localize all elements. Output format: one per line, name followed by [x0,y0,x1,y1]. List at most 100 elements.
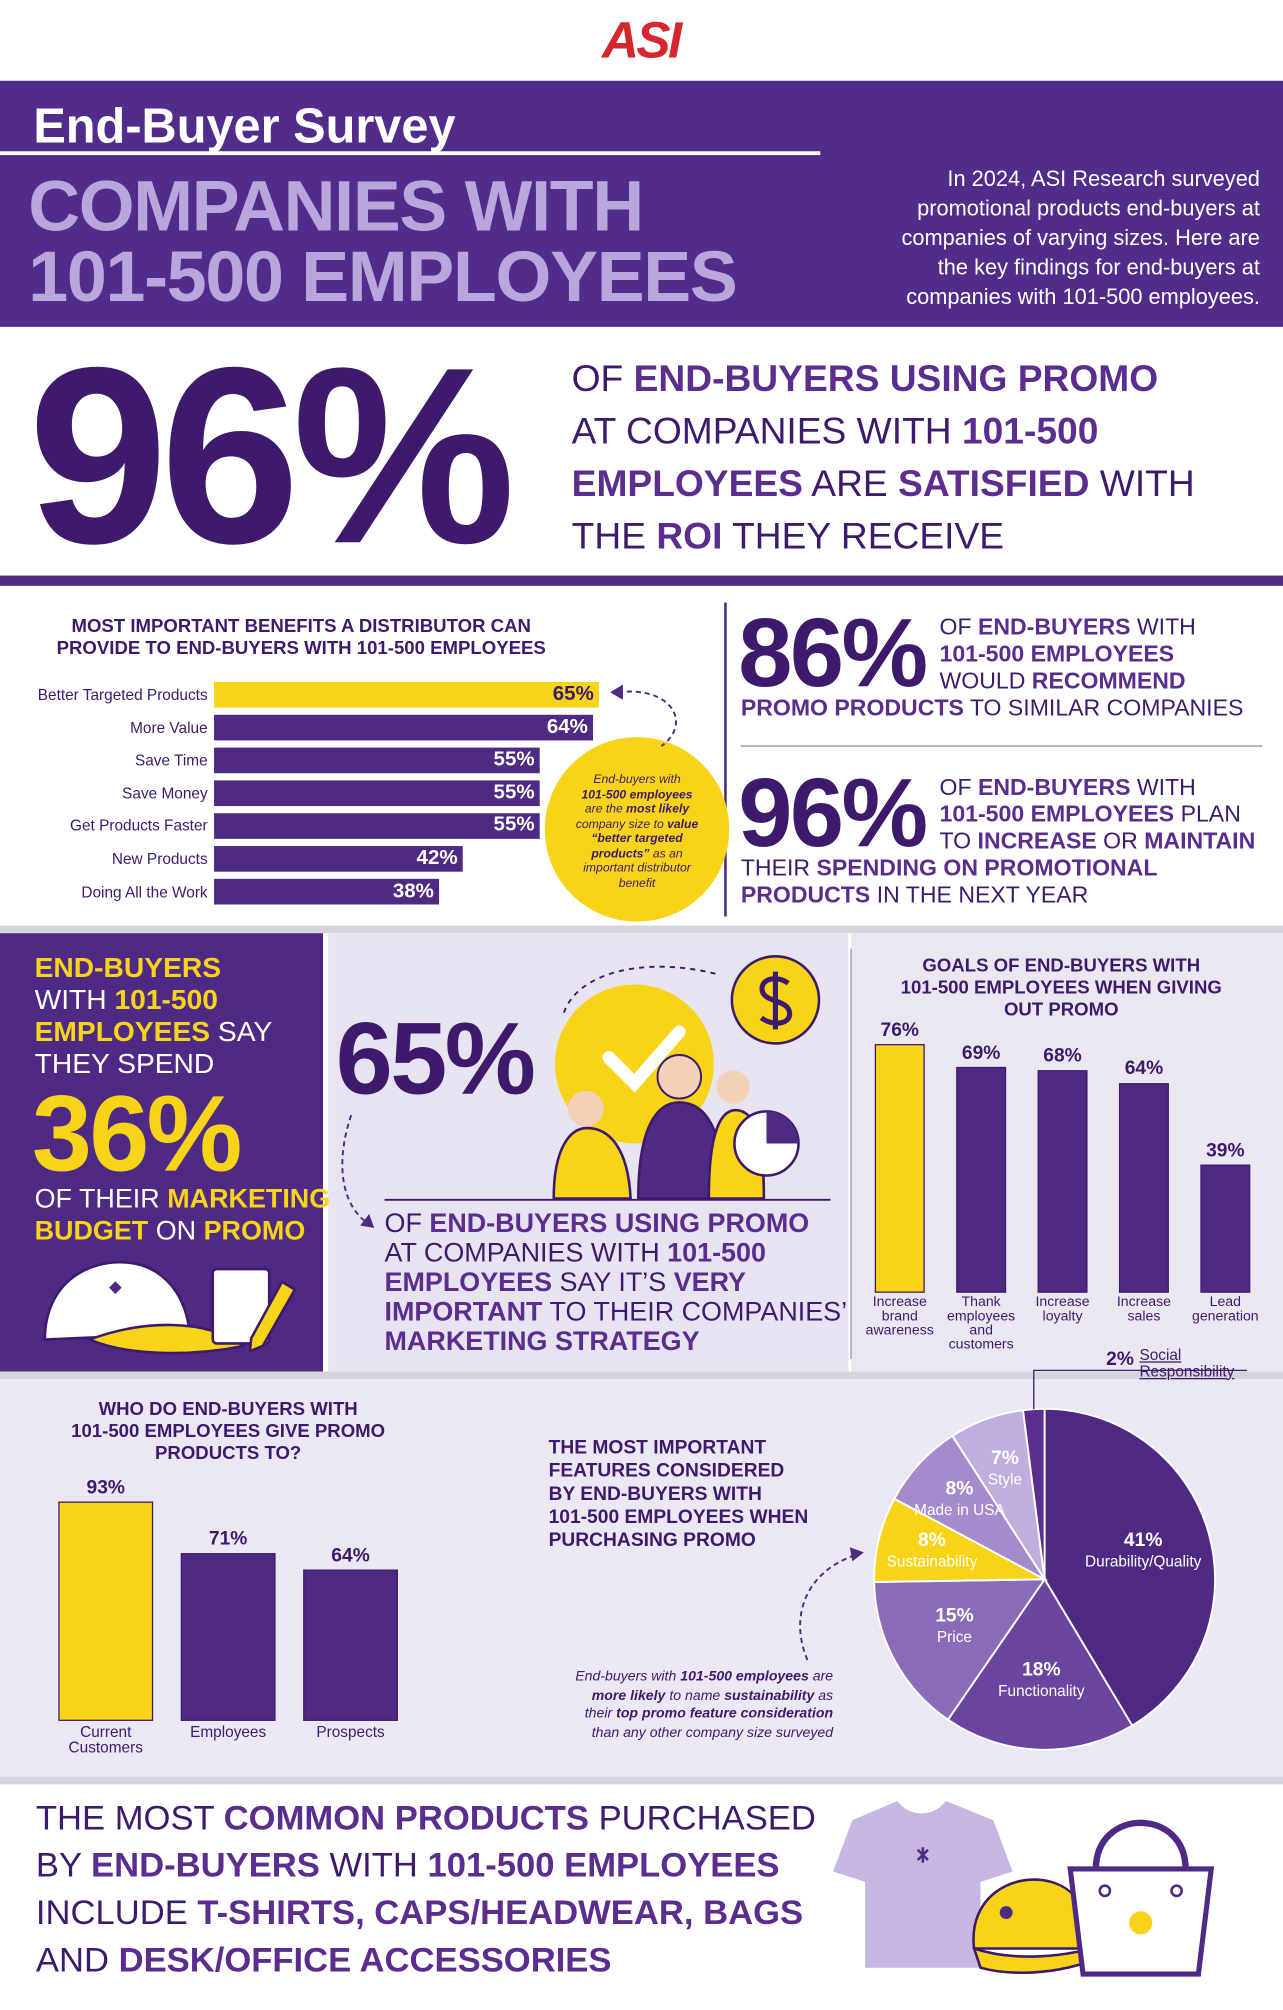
text-segment: important distributor [583,861,691,876]
pie-slice [946,1577,1134,1751]
text-segment: THEY SPEND [34,1047,215,1080]
stat: 86% [738,598,928,708]
bar-category: Better Targeted Products [37,685,208,704]
bar [1037,1070,1088,1293]
bar-value-label: 65% [552,683,594,706]
text-segment: SAY [210,1015,273,1048]
bar-value-label: 42% [416,847,458,870]
text-segment: more likely [591,1687,666,1703]
bar [214,681,599,708]
bar-category: New Products [111,849,208,868]
stat-text-line: 101-500 EMPLOYEES [940,642,1175,665]
text-segment: company size to [575,817,668,832]
person-body [552,1126,632,1200]
products-text-line: THE MOST COMMON PRODUCTS PURCHASED [35,1798,816,1837]
stat: 96% [738,758,928,868]
text-segment: COMMON PRODUCTS [223,1798,589,1837]
pie-category: Price [936,1627,972,1646]
note-text-line: important distributor [560,861,714,876]
importance-text-line: AT COMPANIES WITH 101-500 [385,1240,766,1267]
header-intro: In 2024, ASI Research surveyed [947,166,1260,192]
note-text-line: End-buyers with [560,774,714,786]
text-segment: WOULD [939,667,1032,694]
bar-category: Thank employees and customers [947,1294,1016,1353]
bar [58,1501,154,1721]
text-segment: END-BUYERS USING PROMO [633,358,1159,400]
note-text-line: are the most likely [560,803,714,816]
bar-value-label: 55% [493,781,535,804]
text-segment: OF [939,614,978,640]
text-segment: END-BUYERS [977,774,1131,800]
text-segment: PROMO [203,1216,306,1246]
text-segment: THE MOST [35,1798,224,1837]
bar [214,714,594,741]
bar-category: Doing All the Work [81,882,208,901]
note-text-line: benefit [560,877,714,889]
bar-category: Lead generation [1191,1294,1259,1325]
chart-title: PURCHASING PROMO [548,1529,756,1552]
bar-value-label: 93% [86,1476,125,1499]
text-segment: TO SIMILAR COMPANIES [963,694,1244,721]
text-segment: 101-500 EMPLOYEES [939,801,1175,827]
bar-value-label: 69% [961,1041,1001,1064]
person-head [716,1070,750,1104]
text-segment: 101-500 [667,1238,766,1268]
text-segment: END-BUYERS [91,1845,320,1885]
text-segment: VERY [673,1267,747,1298]
text-segment: 101-500 employees [581,787,693,802]
text-segment: 101-500 employees [680,1669,809,1685]
pie-value-label: 8% [945,1477,974,1500]
text-segment: AT COMPANIES WITH [384,1238,668,1268]
stat-text-line: 101-500 EMPLOYEES PLAN [940,802,1241,825]
chart-title: FEATURES CONSIDERED [548,1460,785,1482]
text-segment: WITH [34,983,115,1016]
bar-category: Increase brand awareness [865,1294,934,1339]
pencil-icon [248,1280,297,1354]
text-segment: MAINTAIN [1144,828,1256,854]
note-arrow [617,690,677,747]
importance-stat: 65% [335,1001,536,1116]
coin-mark [759,971,793,1030]
text-segment: 101-500 [961,411,1099,453]
text-segment: 101-500 EMPLOYEES [939,640,1175,667]
hero-text-line: THE ROI THEY RECEIVE [572,519,1004,556]
tshirt-logo [916,1847,929,1863]
bar-value-label: 55% [493,814,535,837]
bar-category: Prospects [316,1722,385,1741]
bar-value-label: 68% [1043,1045,1082,1067]
text-segment: OF THEIR [34,1184,168,1214]
bag-rivet [1170,1884,1184,1898]
bar-category: Save Time [134,751,208,770]
text-segment: 101-500 EMPLOYEES [427,1845,780,1885]
text-segment: ROI [656,516,723,558]
bar-category: Increase sales [1116,1294,1171,1325]
text-segment: INCLUDE [35,1893,198,1932]
bar-category: Save Money [122,784,208,803]
check-icon [602,1025,686,1093]
text-segment: “better targeted [591,831,683,847]
hero-rule [0,575,1283,586]
bar [180,1553,276,1721]
hero-text-line: AT COMPANIES WITH 101-500 [572,411,1099,453]
header-title: 101-500 EMPLOYEES [28,235,738,317]
tshirt-icon [833,1801,1013,1968]
budget-text-line: WITH 101-500 [34,983,218,1016]
text-segment: MARKETING STRATEGY [384,1326,700,1357]
chart-title: MOST IMPORTANT BENEFITS A DISTRIBUTOR CA… [71,616,531,638]
text-segment: END-BUYERS [977,614,1131,640]
illustration-arc [563,965,718,1013]
hero-stat: 96% [28,315,515,597]
pie-category: Durability/Quality [1085,1552,1202,1570]
divider [0,925,1283,934]
note-text-line: “better targeted [560,833,714,845]
text-segment: EMPLOYEES [384,1267,553,1298]
stat-text-line: PROMO PRODUCTS TO SIMILAR COMPANIES [741,696,1244,719]
bar-value-label: 71% [208,1528,248,1550]
note-text-line: products” as an [560,848,714,860]
products-text-line: BY END-BUYERS WITH 101-500 EMPLOYEES [36,1848,780,1883]
pie-category: Style [987,1470,1023,1489]
text-segment: WITH [319,1845,428,1885]
text-segment: OF [939,774,978,800]
